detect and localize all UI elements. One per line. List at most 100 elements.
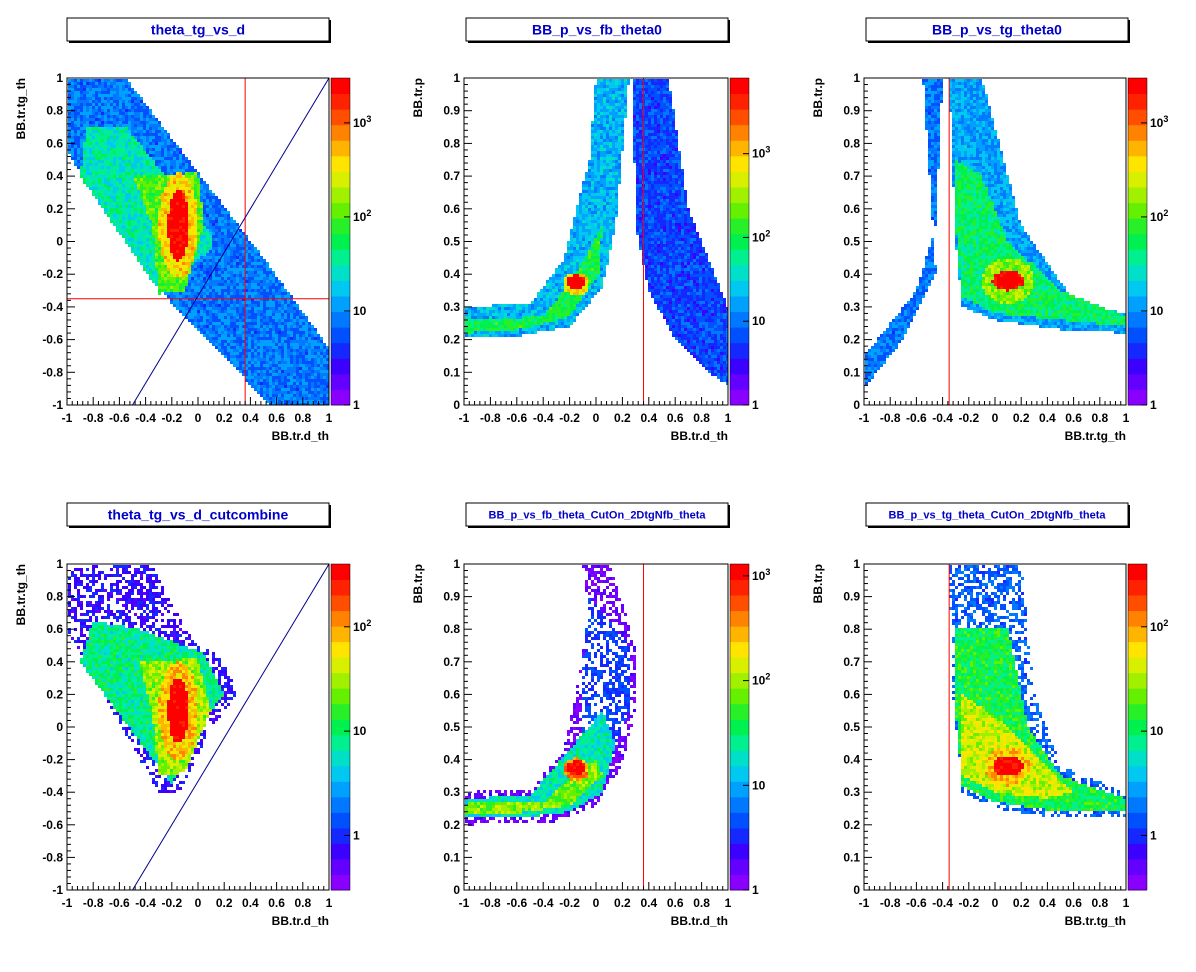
y-tick-label: 0.8 bbox=[443, 622, 460, 636]
color-scale-band bbox=[730, 358, 749, 375]
color-scale-band bbox=[1128, 389, 1147, 406]
color-scale-label: 103 bbox=[752, 567, 770, 583]
color-scale-band bbox=[730, 843, 749, 860]
color-scale-band bbox=[1128, 812, 1147, 829]
y-tick-label: -0.8 bbox=[42, 365, 63, 379]
chart-title: theta_tg_vs_d_cutcombine bbox=[108, 507, 289, 523]
color-scale-band bbox=[730, 171, 749, 188]
x-tick-label: -0.6 bbox=[506, 896, 527, 910]
x-tick-label: 0.8 bbox=[693, 411, 710, 425]
color-scale-band bbox=[730, 373, 749, 390]
color-scale-label: 10 bbox=[353, 724, 367, 738]
x-tick-label: 0.8 bbox=[693, 896, 710, 910]
x-tick-label: 0.6 bbox=[667, 411, 684, 425]
color-scale-band bbox=[331, 874, 350, 891]
color-scale-band bbox=[331, 657, 350, 674]
color-scale-band bbox=[1128, 734, 1147, 751]
heatmap-cells bbox=[465, 565, 636, 826]
heatmap-cells bbox=[949, 565, 1126, 817]
color-scale-label: 10 bbox=[353, 304, 367, 318]
color-scale-band bbox=[331, 296, 350, 313]
y-tick-label: 0.2 bbox=[843, 333, 860, 347]
color-scale-band bbox=[1128, 750, 1147, 767]
y-tick-label: 0.2 bbox=[46, 202, 63, 216]
color-scale-band bbox=[331, 171, 350, 188]
color-scale-band bbox=[331, 812, 350, 829]
x-tick-label: -0.8 bbox=[83, 896, 104, 910]
y-axis-label: BB.tr.p bbox=[411, 78, 425, 117]
color-scale-band bbox=[1128, 796, 1147, 813]
color-scale-band bbox=[1128, 187, 1147, 204]
y-tick-label: -0.4 bbox=[42, 785, 63, 799]
color-scale-band bbox=[331, 641, 350, 658]
color-scale-band bbox=[730, 140, 749, 157]
x-tick-label: 0.2 bbox=[216, 411, 233, 425]
chart-title: BB_p_vs_fb_theta_CutOn_2DtgNfb_theta bbox=[489, 509, 707, 521]
color-scale-band bbox=[331, 843, 350, 860]
chart-panel-5: -1 -0.8 -0.6 -0.4 -0.2 0 0.2 0.4 0.6 0.8 100.10.20… bbox=[411, 502, 770, 928]
title-box bbox=[865, 17, 1129, 42]
x-tick-label: -0.6 bbox=[906, 896, 927, 910]
color-scale-band bbox=[730, 595, 749, 612]
color-scale-frame bbox=[1127, 77, 1148, 406]
y-tick-label: 0.4 bbox=[46, 169, 63, 183]
x-tick-label: 0.8 bbox=[1091, 411, 1108, 425]
color-scale-band bbox=[331, 233, 350, 250]
y-tick-label: 0.2 bbox=[843, 818, 860, 832]
y-tick-label: 0.1 bbox=[843, 365, 860, 379]
color-scale-band bbox=[1128, 765, 1147, 782]
x-tick-label: -0.4 bbox=[932, 411, 953, 425]
color-scale-band bbox=[730, 187, 749, 204]
color-scale-band bbox=[331, 93, 350, 110]
chart-panel-6: -1 -0.8 -0.6 -0.4 -0.2 0 0.2 0.4 0.6 0.8 100.10.20… bbox=[811, 502, 1168, 928]
color-scale-band bbox=[331, 672, 350, 689]
color-scale-label: 10 bbox=[752, 778, 766, 792]
x-tick-label: 0.2 bbox=[614, 411, 631, 425]
y-tick-label: 0.6 bbox=[46, 622, 63, 636]
color-scale-label: 10 bbox=[752, 314, 766, 328]
color-scale-band bbox=[331, 750, 350, 767]
color-scale-band bbox=[730, 264, 749, 281]
color-scale-label: 1 bbox=[353, 828, 360, 842]
y-tick-label: 0.1 bbox=[443, 850, 460, 864]
color-scale-band bbox=[730, 781, 749, 798]
color-scale: 1 10 102 bbox=[330, 563, 371, 891]
x-tick-label: 0.8 bbox=[1091, 896, 1108, 910]
color-scale-band bbox=[730, 311, 749, 328]
x-tick-label: 1 bbox=[326, 896, 333, 910]
x-tick-label: 0.8 bbox=[294, 411, 311, 425]
y-tick-label: 0.2 bbox=[46, 687, 63, 701]
x-tick-label: -1 bbox=[62, 896, 73, 910]
x-tick-label: -0.8 bbox=[83, 411, 104, 425]
y-tick-label: 0.3 bbox=[843, 785, 860, 799]
color-scale-band bbox=[1128, 342, 1147, 359]
color-scale: 1 10 102 103 bbox=[729, 563, 770, 897]
x-tick-label: 0.4 bbox=[242, 896, 259, 910]
color-scale-label: 10 bbox=[1150, 304, 1164, 318]
color-scale-band bbox=[331, 564, 350, 581]
y-tick-label: -0.6 bbox=[42, 818, 63, 832]
color-scale-label: 102 bbox=[752, 672, 770, 688]
y-tick-label: 1 bbox=[853, 71, 860, 85]
color-scale-band bbox=[331, 187, 350, 204]
x-tick-label: -0.2 bbox=[161, 896, 182, 910]
y-tick-label: 1 bbox=[56, 71, 63, 85]
chart-panel-2: -1 -0.8 -0.6 -0.4 -0.2 0 0.2 0.4 0.6 0.8 100.10.20… bbox=[411, 17, 770, 443]
color-scale-band bbox=[1128, 610, 1147, 627]
color-scale-band bbox=[331, 78, 350, 95]
color-scale-band bbox=[1128, 703, 1147, 720]
color-scale-label: 103 bbox=[353, 114, 371, 130]
y-tick-label: 0.8 bbox=[46, 104, 63, 118]
color-scale-band bbox=[1128, 672, 1147, 689]
color-scale-band bbox=[1128, 233, 1147, 250]
color-scale-band bbox=[331, 155, 350, 172]
y-tick-label: -1 bbox=[52, 398, 63, 412]
color-scale-band bbox=[331, 595, 350, 612]
color-scale-label: 103 bbox=[752, 145, 770, 161]
x-tick-label: -1 bbox=[859, 896, 870, 910]
color-scale-band bbox=[331, 280, 350, 297]
color-scale-band bbox=[331, 264, 350, 281]
color-scale-band bbox=[1128, 78, 1147, 95]
color-scale-band bbox=[331, 610, 350, 627]
